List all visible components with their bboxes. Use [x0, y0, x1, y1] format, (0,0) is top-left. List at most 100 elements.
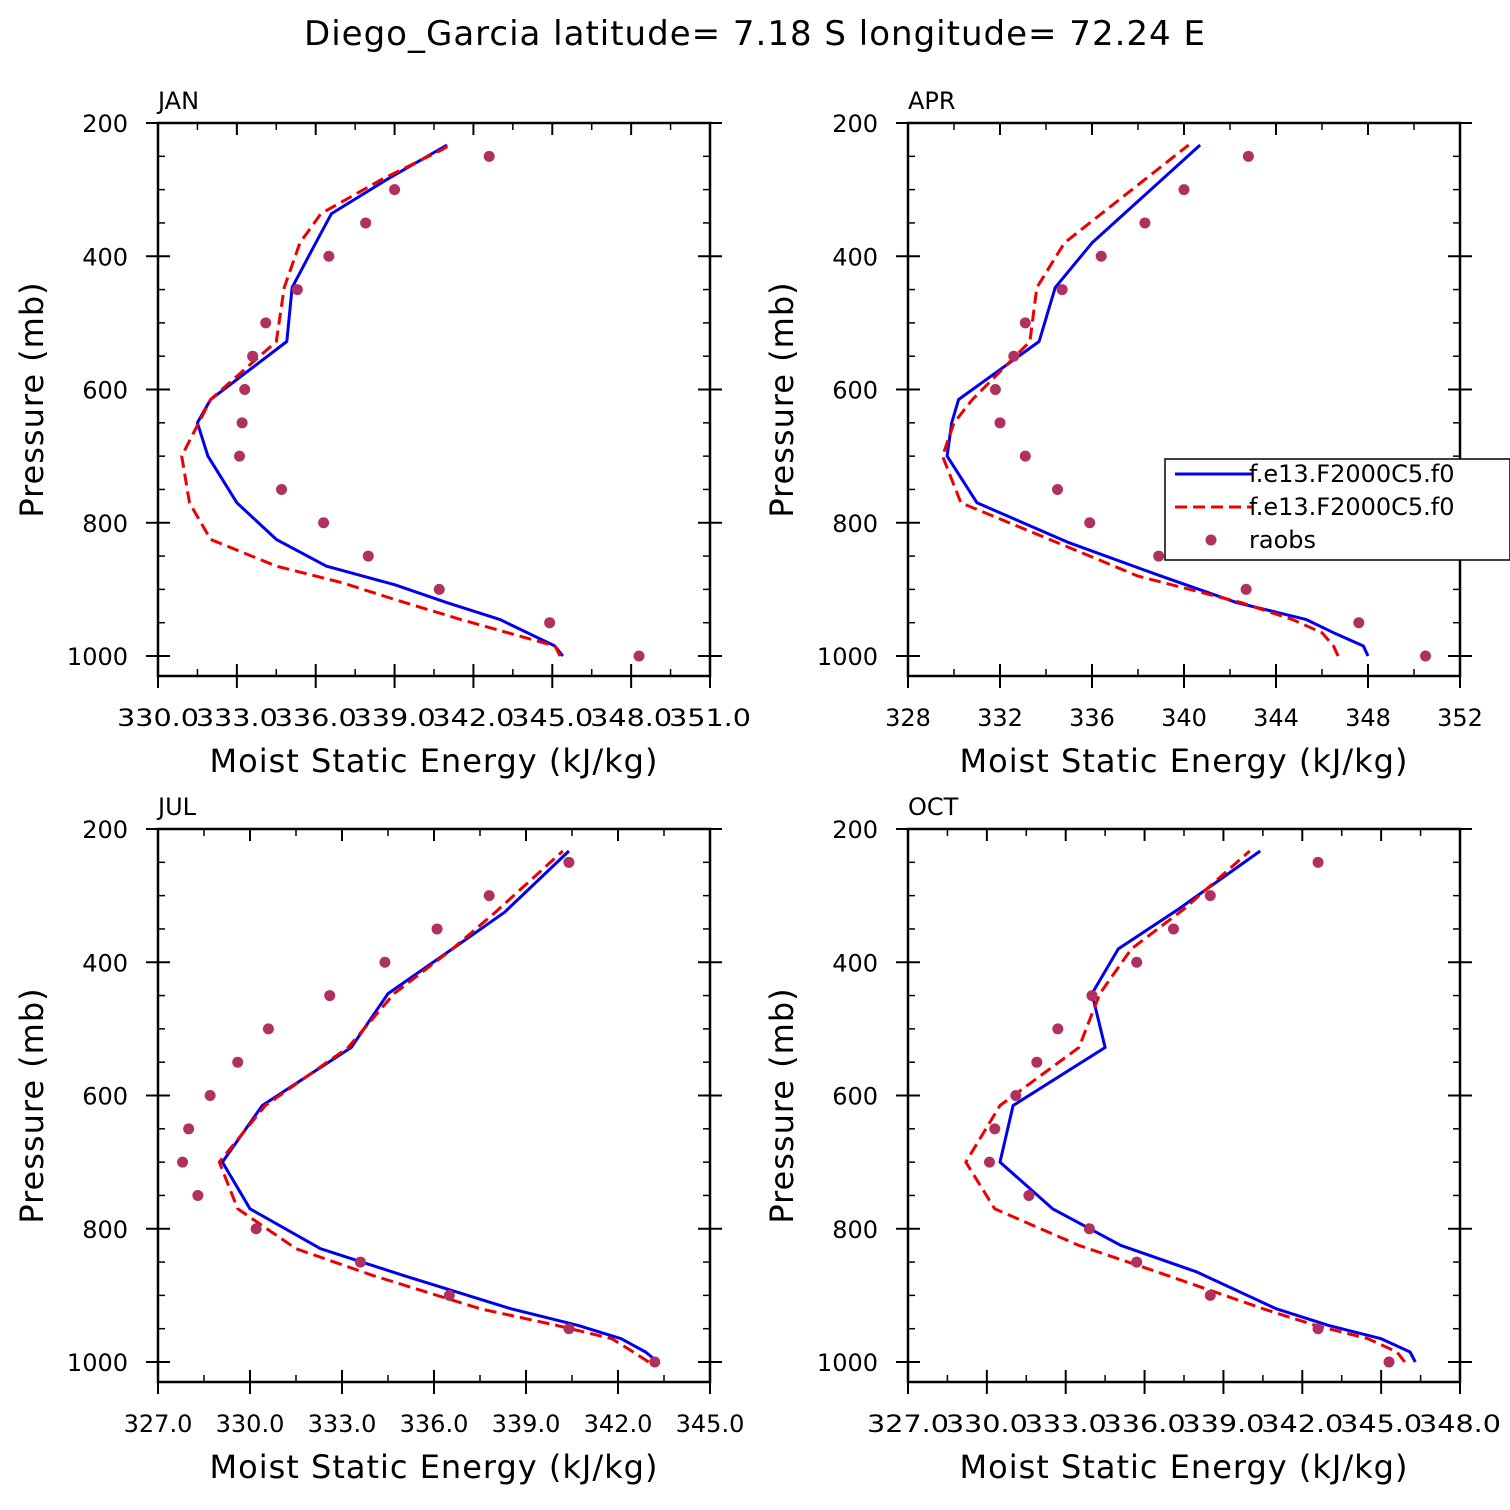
- raobs-point: [1353, 617, 1365, 629]
- series-line-model-1: [945, 143, 1370, 657]
- raobs-point: [276, 483, 288, 495]
- raobs-point: [1023, 1189, 1035, 1201]
- raobs-point: [204, 1090, 216, 1102]
- y-tick-label: 600: [832, 377, 878, 405]
- x-tick-label: 344: [1253, 704, 1299, 732]
- y-tick-label: 800: [832, 510, 878, 538]
- x-tick-label: 336: [1069, 704, 1115, 732]
- raobs-point: [1312, 856, 1324, 868]
- legend-label: raobs: [1249, 526, 1316, 554]
- legend-label: f.e13.F2000C5.f0: [1249, 460, 1455, 488]
- x-tick-label: 333.0: [196, 704, 278, 732]
- raobs-point: [1056, 284, 1068, 296]
- raobs-point: [633, 650, 645, 662]
- raobs-point: [236, 417, 248, 429]
- y-tick-label: 200: [82, 816, 128, 844]
- x-tick-label: 327.0: [124, 1410, 193, 1438]
- raobs-point: [177, 1156, 189, 1168]
- legend-label: f.e13.F2000C5.f0: [1249, 493, 1455, 521]
- raobs-point: [1153, 550, 1165, 562]
- raobs-point: [324, 990, 336, 1002]
- x-tick-label: 336.0: [400, 1410, 469, 1438]
- raobs-point: [1139, 217, 1151, 229]
- x-axis-label: Moist Static Energy (kJ/kg): [210, 1448, 659, 1486]
- raobs-point: [250, 1223, 262, 1235]
- raobs-point: [389, 184, 401, 196]
- panel-apr: APR 200 400 600 800 1000 328 332 336 340 344 348 352…: [763, 87, 1510, 780]
- y-tick-label: 1000: [817, 1349, 878, 1377]
- y-tick-label: 600: [82, 377, 128, 405]
- series-line-model-2: [941, 143, 1340, 657]
- x-tick-label: 339.0: [1182, 1410, 1264, 1438]
- raobs-point: [443, 1289, 455, 1301]
- raobs-point: [232, 1056, 244, 1068]
- x-tick-label: 336.0: [1104, 1410, 1186, 1438]
- raobs-point: [994, 417, 1006, 429]
- panel-jan: JAN2004006008001000330.0333.0336.0339.03…: [13, 87, 751, 780]
- raobs-point: [1204, 1289, 1216, 1301]
- raobs-point: [1052, 1023, 1064, 1035]
- raobs-point: [544, 617, 556, 629]
- raobs-point: [1031, 1056, 1043, 1068]
- raobs-point: [1178, 184, 1190, 196]
- raobs-point: [1052, 483, 1063, 495]
- y-tick-label: 800: [82, 1216, 128, 1244]
- legend-swatch-raobs: [1205, 534, 1217, 546]
- raobs-point: [1383, 1356, 1395, 1368]
- raobs-point: [262, 1023, 274, 1035]
- y-axis-label: Pressure (mb): [763, 281, 801, 517]
- raobs-point: [1008, 350, 1020, 362]
- x-tick-label: 348.0: [590, 704, 672, 732]
- x-tick-label: 332: [977, 704, 1023, 732]
- raobs-point: [192, 1189, 204, 1201]
- x-tick-label: 333.0: [1025, 1410, 1107, 1438]
- y-tick-label: 800: [82, 510, 128, 538]
- y-axis-label: Pressure (mb): [13, 281, 51, 517]
- raobs-point: [1010, 1090, 1022, 1102]
- raobs-point: [1019, 317, 1031, 329]
- raobs-point: [1312, 1323, 1324, 1335]
- raobs-point: [989, 1123, 1001, 1135]
- x-tick-label: 348.0: [1419, 1410, 1501, 1438]
- raobs-point: [1086, 990, 1098, 1002]
- raobs-point: [362, 550, 374, 562]
- y-tick-label: 200: [82, 110, 128, 138]
- raobs-point: [483, 150, 495, 162]
- y-tick-label: 400: [832, 243, 878, 271]
- raobs-point: [1019, 450, 1031, 462]
- x-tick-label: 330.0: [946, 1410, 1028, 1438]
- x-tick-label: 342.0: [432, 704, 514, 732]
- series-line-model-2: [217, 849, 650, 1364]
- raobs-point: [1131, 1256, 1143, 1268]
- series-line-model-2: [964, 849, 1406, 1363]
- y-tick-label: 1000: [817, 643, 878, 671]
- x-tick-label: 339.0: [492, 1410, 561, 1438]
- raobs-point: [649, 1356, 661, 1368]
- x-tick-label: 342.0: [1261, 1410, 1343, 1438]
- y-axis-label: Pressure (mb): [763, 987, 801, 1223]
- x-tick-label: 339.0: [354, 704, 436, 732]
- series-line-model-2: [180, 143, 562, 657]
- raobs-point: [989, 384, 1001, 396]
- raobs-point: [1242, 150, 1254, 162]
- raobs-point: [433, 583, 445, 595]
- y-tick-label: 600: [832, 1083, 878, 1111]
- x-tick-label: 330.0: [216, 1410, 285, 1438]
- chart-title: Diego_Garcia latitude= 7.18 S longitude=…: [304, 14, 1206, 54]
- raobs-point: [247, 350, 259, 362]
- x-tick-label: 328: [885, 704, 931, 732]
- x-tick-label: 336.0: [275, 704, 357, 732]
- y-tick-label: 1000: [67, 643, 128, 671]
- raobs-point: [563, 856, 575, 868]
- panel-title: JAN: [156, 87, 199, 115]
- y-tick-label: 400: [832, 949, 878, 977]
- legend: f.e13.F2000C5.f0 f.e13.F2000C5.f0 raobs: [1164, 458, 1510, 561]
- y-tick-label: 200: [832, 816, 878, 844]
- raobs-point: [1095, 250, 1107, 262]
- legend-box: [1164, 458, 1510, 561]
- series-line-model-1: [998, 849, 1417, 1363]
- x-tick-label: 345.0: [1340, 1410, 1422, 1438]
- raobs-point: [431, 923, 443, 935]
- raobs-point: [483, 890, 495, 902]
